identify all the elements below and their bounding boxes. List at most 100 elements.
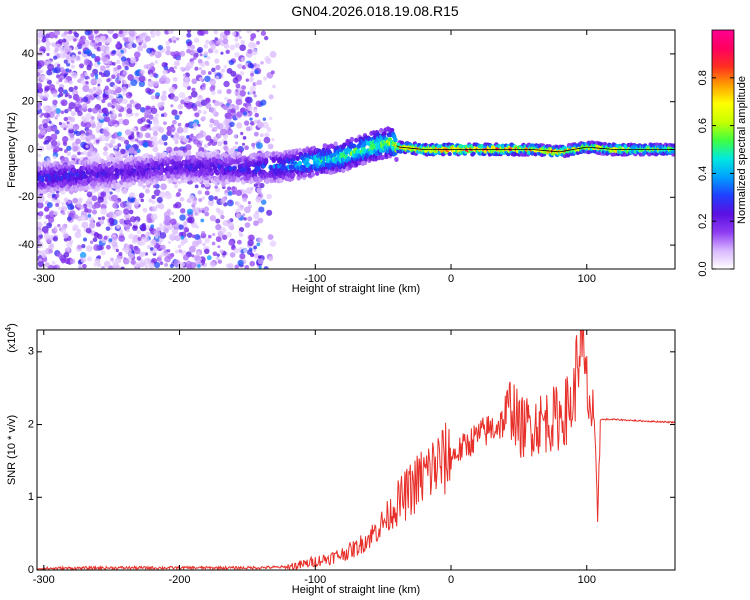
spectrogram-noise-dot — [247, 105, 253, 112]
spectrogram-noise-dot — [52, 92, 58, 98]
spectrogram-noise-dot — [240, 57, 246, 63]
snr-x-tick-label: 100 — [578, 574, 596, 586]
spectrogram-noise-dot — [96, 77, 103, 84]
spectrogram-noise-dot — [51, 261, 56, 265]
spectrogram-noise-dot — [58, 121, 62, 126]
spectrogram-cell — [399, 140, 405, 145]
spectrogram-noise-dot — [210, 200, 215, 204]
spectrogram-cell — [349, 136, 355, 142]
spectrogram-noise-dot — [229, 252, 236, 258]
snr-y-tick-label: 0 — [28, 564, 34, 576]
spectrogram-noise-dot — [141, 236, 145, 240]
spectrogram-cell — [297, 160, 303, 166]
spectrogram-noise-dot — [46, 113, 51, 118]
spectrogram-noise-dot — [191, 78, 198, 85]
spectrogram-noise-dot — [81, 115, 86, 121]
spectrogram-noise-dot — [58, 38, 63, 44]
spectrogram-noise-dot — [158, 126, 165, 133]
spectrogram-noise-dot — [229, 44, 236, 51]
spectrogram-noise-dot — [68, 108, 72, 112]
spectrogram-noise-dot — [256, 242, 261, 247]
spectrogram-noise-dot — [81, 244, 86, 249]
spectrogram-noise-dot — [108, 238, 113, 242]
spectrogram-noise-dot — [78, 38, 84, 44]
spectrogram-noise-dot — [172, 119, 177, 125]
spectrogram-noise-dot — [204, 211, 210, 217]
spectrogram-noise-dot — [160, 113, 165, 118]
spectrogram-noise-dot — [204, 30, 209, 35]
spectrogram-noise-dot — [56, 142, 61, 147]
spectrogram-noise-dot — [64, 94, 68, 98]
spectrogram-noise-dot — [74, 46, 79, 51]
spectrogram-noise-dot — [201, 207, 205, 211]
spectrogram-noise-dot — [58, 78, 63, 83]
spectrogram-noise-dot — [46, 144, 53, 151]
spectrogram-noise-dot — [256, 40, 260, 45]
spectrogram-noise-dot — [118, 75, 125, 82]
spectrogram-noise-dot — [82, 150, 88, 155]
spectrogram-noise-dot — [254, 81, 259, 86]
spectrogram-noise-dot — [224, 30, 231, 36]
spectrogram-y-tick-label: 0 — [28, 143, 34, 155]
spectrogram-cell — [612, 152, 617, 157]
spectrogram-noise-dot — [205, 102, 212, 109]
spectrogram-noise-dot — [217, 140, 223, 147]
spectrogram-noise-dot — [66, 151, 72, 157]
spectrogram-noise-dot — [268, 116, 273, 121]
spectrogram-noise-dot — [51, 198, 56, 202]
spectrogram-noise-dot — [238, 226, 245, 233]
spectrogram-noise-dot — [196, 238, 203, 245]
spectrogram-noise-dot — [243, 103, 247, 107]
spectrogram-noise-dot — [93, 262, 98, 267]
spectrogram-noise-dot — [128, 146, 135, 153]
spectrogram-noise-dot — [182, 127, 189, 133]
spectrogram-cell — [342, 142, 347, 148]
spectrogram-noise-dot — [139, 259, 146, 267]
spectrogram-noise-dot — [101, 52, 106, 57]
spectrogram-noise-dot — [42, 123, 48, 129]
spectrogram-noise-dot — [229, 265, 234, 269]
spectrogram-noise-dot — [37, 196, 45, 204]
spectrogram-noise-dot — [186, 32, 192, 38]
spectrogram-noise-dot — [146, 217, 153, 224]
spectrogram-noise-dot — [118, 118, 124, 125]
spectrogram-noise-dot — [112, 84, 118, 90]
spectrogram-noise-dot — [182, 73, 187, 77]
spectrogram-noise-dot — [151, 135, 158, 142]
spectrogram-noise-dot — [37, 249, 40, 254]
spectrogram-noise-dot — [138, 75, 146, 83]
spectrogram-noise-dot — [58, 87, 64, 93]
spectrogram-noise-dot — [210, 261, 215, 266]
spectrogram-noise-dot — [244, 145, 249, 151]
spectrogram-noise-dot — [92, 141, 97, 145]
spectrogram-noise-dot — [72, 146, 78, 152]
spectrogram-noise-dot — [152, 119, 160, 126]
spectrogram-noise-dot — [150, 224, 155, 229]
spectrogram-noise-dot — [128, 233, 134, 240]
spectrogram-noise-dot — [46, 85, 50, 89]
spectrogram-noise-dot — [164, 262, 169, 267]
spectrogram-noise-dot — [134, 138, 139, 142]
spectrogram-noise-dot — [91, 204, 97, 210]
spectrogram-noise-dot — [227, 190, 233, 196]
spectrogram-noise-dot — [73, 38, 77, 42]
spectrogram-noise-dot — [201, 196, 206, 200]
spectrogram-noise-dot — [154, 112, 160, 118]
spectrogram-cell — [235, 177, 241, 183]
spectrogram-noise-dot — [215, 256, 220, 261]
colorbar-tick-label: 0.0 — [697, 261, 709, 276]
spectrogram-noise-dot — [228, 59, 235, 66]
spectrogram-noise-dot — [51, 104, 58, 111]
spectrogram-noise-dot — [164, 215, 170, 222]
spectrogram-noise-dot — [102, 93, 109, 100]
spectrogram-noise-dot — [224, 96, 228, 101]
spectrogram-noise-dot — [138, 192, 145, 199]
spectrogram-noise-dot — [267, 255, 274, 262]
spectrogram-noise-dot — [145, 105, 150, 111]
spectrogram-noise-dot — [46, 106, 53, 113]
spectrogram-noise-dot — [175, 37, 180, 41]
spectrogram-cell — [211, 157, 217, 163]
spectrogram-noise-dot — [212, 136, 219, 143]
spectrogram-noise-dot — [99, 45, 107, 52]
spectrogram-noise-dot — [124, 129, 132, 136]
